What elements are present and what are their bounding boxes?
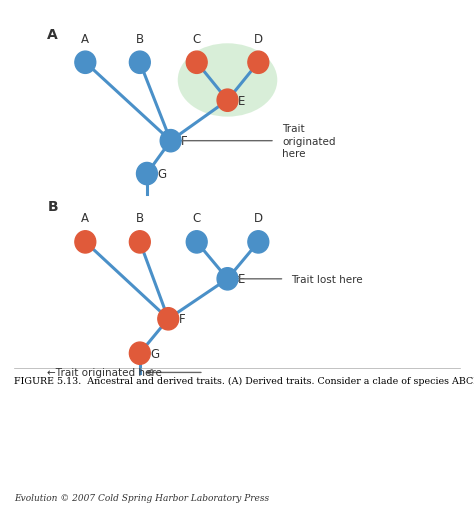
Text: Trait lost here: Trait lost here: [292, 274, 363, 284]
Text: here: here: [282, 149, 306, 159]
Circle shape: [137, 163, 157, 185]
Text: F: F: [179, 313, 185, 326]
Text: A: A: [82, 212, 89, 225]
Circle shape: [75, 52, 96, 74]
Circle shape: [248, 52, 269, 74]
Circle shape: [248, 231, 269, 254]
Circle shape: [217, 268, 238, 290]
Text: A: A: [47, 28, 58, 42]
Text: G: G: [150, 347, 159, 360]
Text: ←Trait originated here: ←Trait originated here: [47, 368, 162, 378]
Text: D: D: [254, 212, 263, 225]
Ellipse shape: [178, 44, 277, 117]
Text: C: C: [192, 212, 201, 225]
Text: D: D: [254, 32, 263, 45]
Text: F: F: [181, 135, 188, 148]
Text: FIGURE 5.13.  Ancestral and derived traits. (A) Derived traits. Consider a clade: FIGURE 5.13. Ancestral and derived trait…: [14, 376, 474, 385]
Text: Trait: Trait: [282, 124, 305, 134]
Circle shape: [158, 308, 179, 330]
Text: originated: originated: [282, 136, 336, 146]
Circle shape: [186, 231, 207, 254]
Text: A: A: [82, 32, 89, 45]
Text: E: E: [238, 273, 246, 286]
Text: B: B: [136, 212, 144, 225]
Text: E: E: [238, 94, 246, 108]
Text: B: B: [47, 199, 58, 214]
Circle shape: [186, 52, 207, 74]
Text: Evolution © 2007 Cold Spring Harbor Laboratory Press: Evolution © 2007 Cold Spring Harbor Labo…: [14, 493, 269, 502]
Circle shape: [129, 342, 150, 365]
Circle shape: [75, 231, 96, 254]
Circle shape: [217, 90, 238, 112]
Text: B: B: [136, 32, 144, 45]
Circle shape: [129, 231, 150, 254]
Circle shape: [160, 130, 181, 153]
Text: G: G: [157, 168, 166, 181]
Circle shape: [129, 52, 150, 74]
Text: C: C: [192, 32, 201, 45]
